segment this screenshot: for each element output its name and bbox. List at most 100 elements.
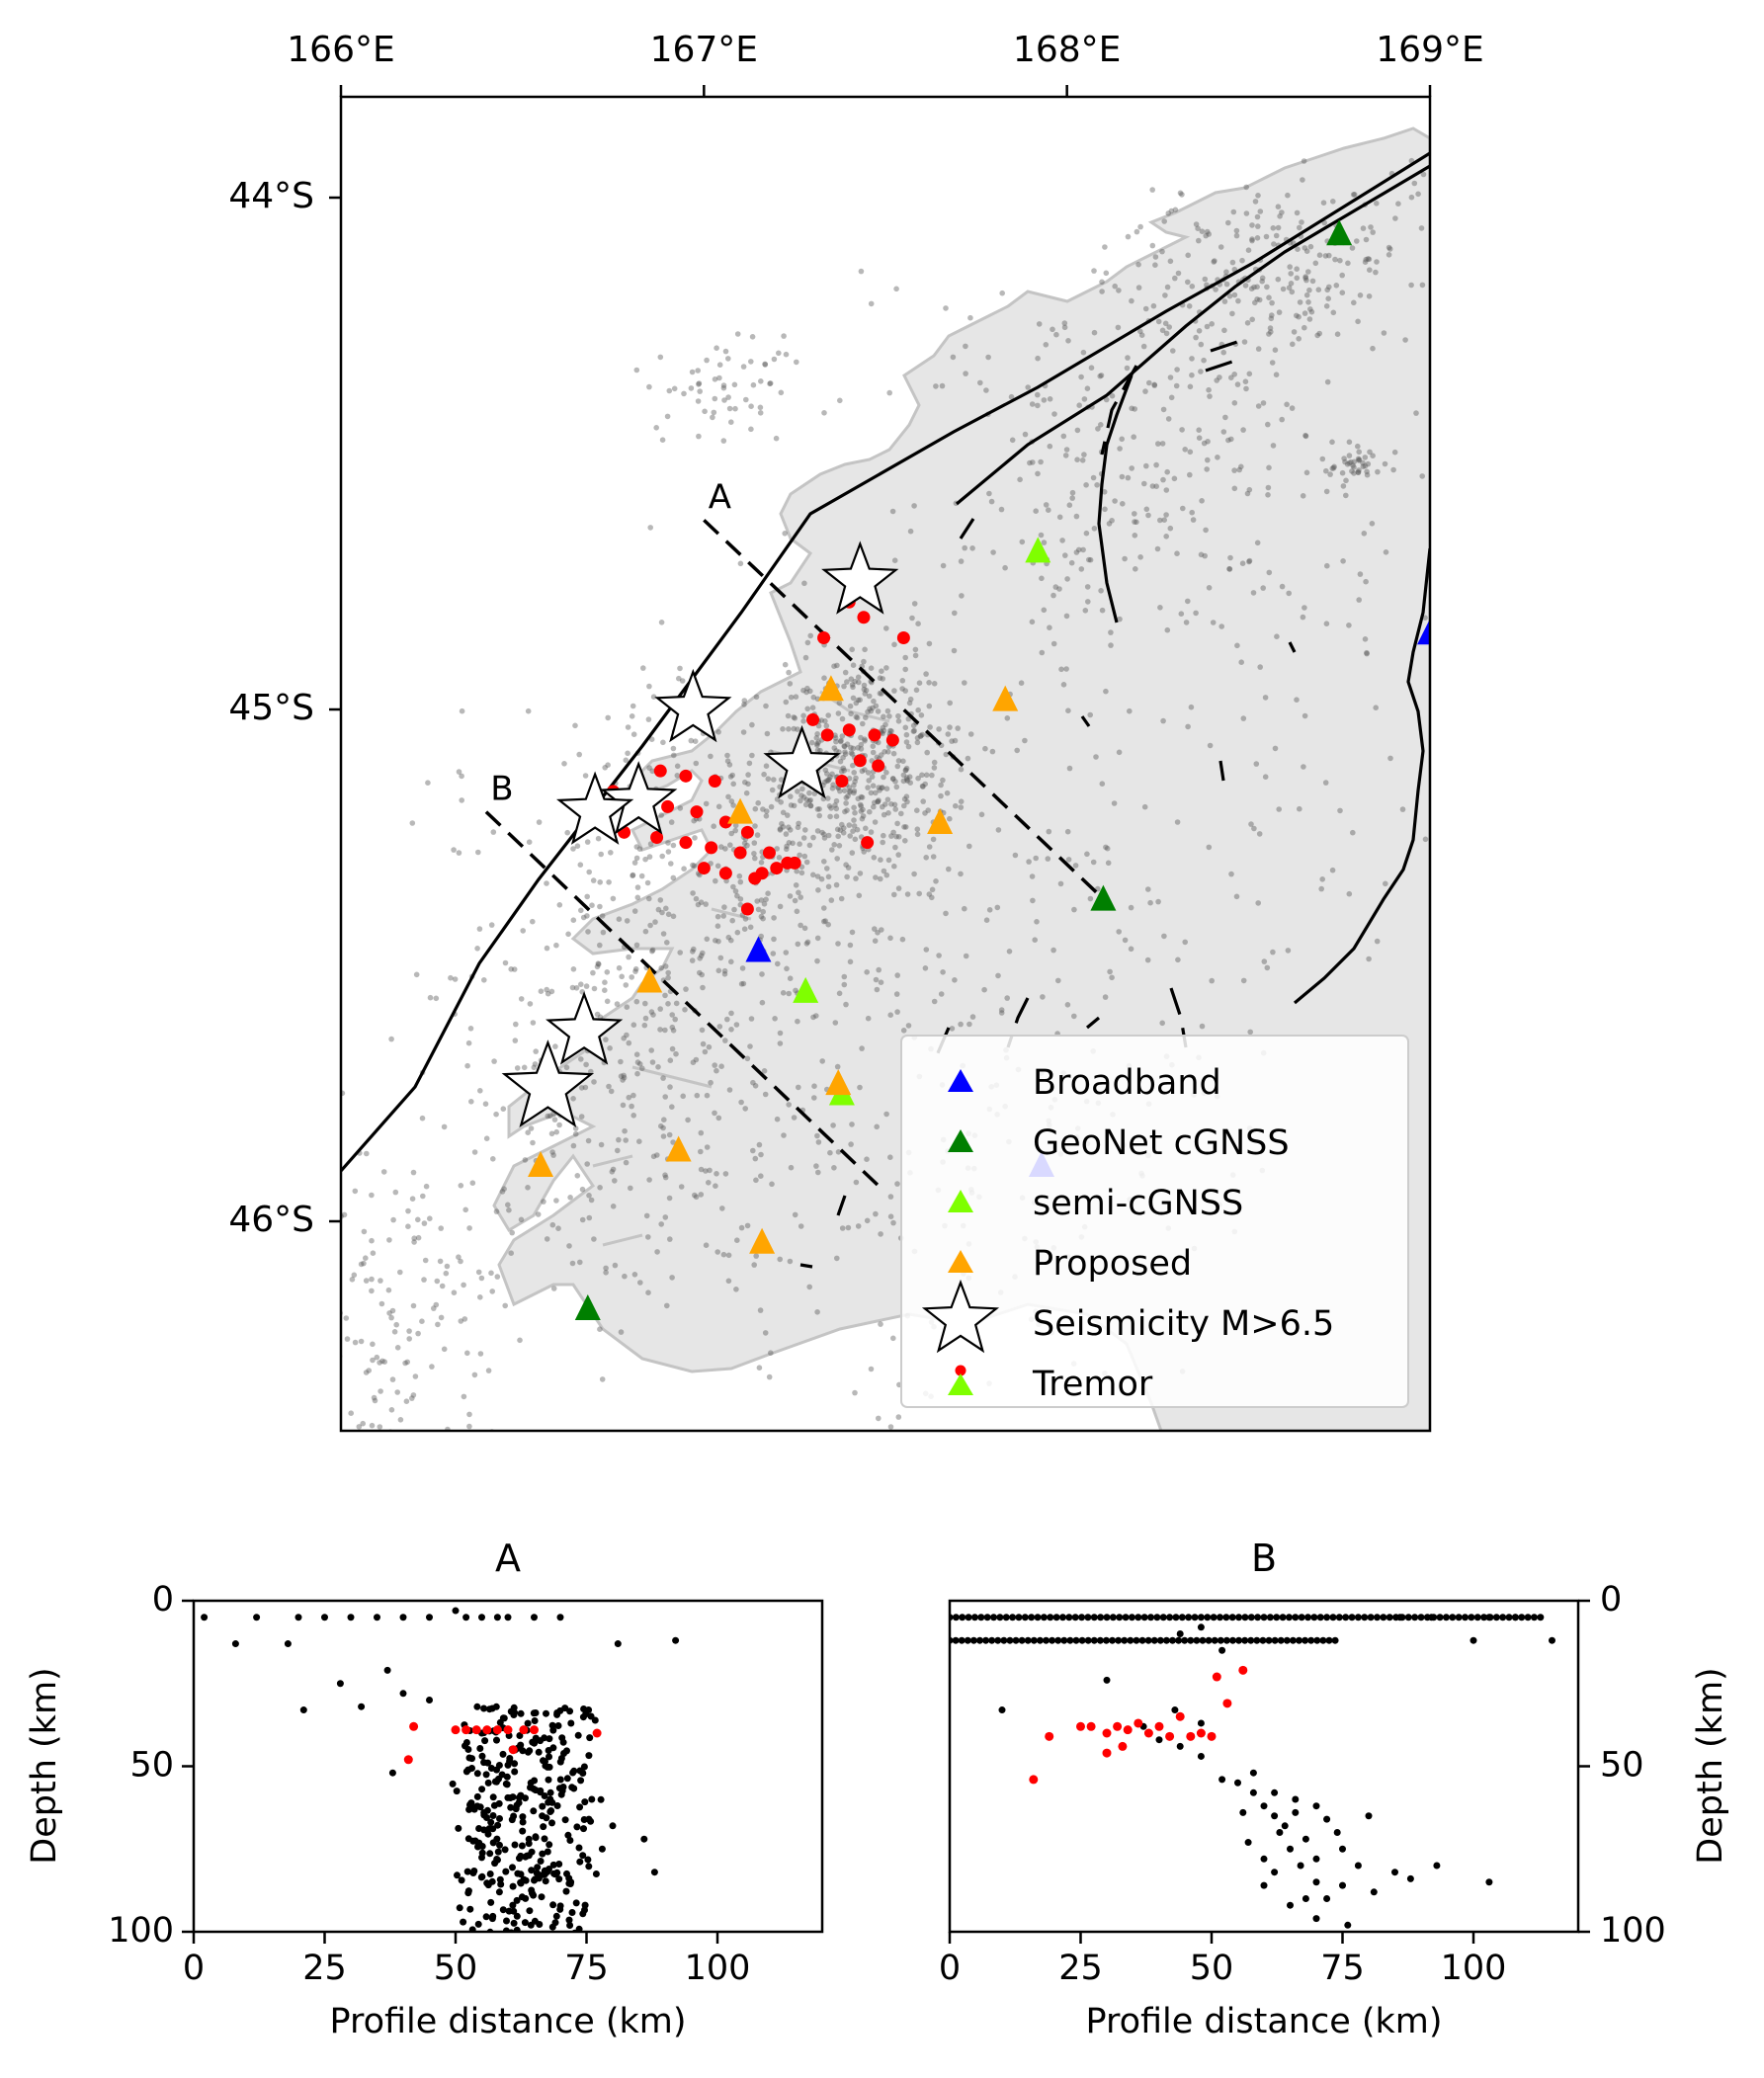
seismicity-dot bbox=[618, 1329, 625, 1335]
seismicity-dot bbox=[1159, 1020, 1165, 1027]
seismicity-dot bbox=[1228, 374, 1234, 381]
seismicity-dot bbox=[545, 1113, 551, 1120]
seismicity-dot bbox=[669, 1024, 676, 1031]
legend-label-seismicity: Seismicity M>6.5 bbox=[1033, 1304, 1334, 1344]
seismicity-dot bbox=[969, 1014, 976, 1020]
seismicity-dot bbox=[830, 782, 836, 788]
hypocenter-dot bbox=[1370, 1888, 1378, 1896]
seismicity-dot bbox=[763, 763, 770, 769]
seismicity-dot bbox=[489, 1288, 496, 1294]
seismicity-dot bbox=[518, 996, 525, 1002]
seismicity-dot bbox=[858, 793, 865, 800]
seismicity-dot bbox=[351, 1272, 358, 1279]
tremor-dot bbox=[661, 799, 675, 813]
seismicity-dot bbox=[840, 754, 846, 761]
hypocenter-dot bbox=[1228, 1636, 1236, 1644]
seismicity-dot bbox=[630, 1022, 637, 1028]
tremor-dot bbox=[853, 754, 867, 768]
seismicity-dot bbox=[834, 826, 841, 833]
hypocenter-dot bbox=[509, 1793, 517, 1801]
seismicity-dot bbox=[1201, 440, 1208, 447]
seismicity-dot bbox=[1195, 225, 1201, 231]
seismicity-dot bbox=[1344, 461, 1351, 467]
seismicity-dot bbox=[674, 763, 681, 770]
seismicity-dot bbox=[517, 1337, 523, 1344]
seismicity-dot bbox=[363, 1255, 369, 1261]
seismicity-dot bbox=[650, 1012, 656, 1018]
seismicity-dot bbox=[1081, 396, 1088, 402]
seismicity-dot bbox=[1104, 845, 1111, 852]
seismicity-dot bbox=[459, 707, 465, 714]
seismicity-dot bbox=[1263, 233, 1270, 240]
hypocenter-dot bbox=[1428, 1614, 1436, 1621]
seismicity-dot bbox=[1250, 590, 1257, 596]
seismicity-dot bbox=[1243, 210, 1250, 216]
seismicity-dot bbox=[855, 745, 861, 751]
seismicity-dot bbox=[1069, 489, 1076, 496]
hypocenter-dot bbox=[1036, 1636, 1044, 1644]
seismicity-dot bbox=[629, 974, 634, 980]
seismicity-dot bbox=[881, 832, 886, 839]
seismicity-dot bbox=[1027, 459, 1033, 466]
seismicity-dot bbox=[1343, 492, 1349, 499]
seismicity-dot bbox=[1213, 287, 1218, 292]
seismicity-dot bbox=[730, 883, 736, 890]
hypocenter-dot bbox=[466, 1905, 474, 1913]
seismicity-dot bbox=[658, 964, 664, 971]
seismicity-dot bbox=[1259, 275, 1266, 282]
seismicity-dot bbox=[1351, 470, 1357, 476]
seismicity-dot bbox=[1132, 533, 1138, 539]
hypocenter-dot bbox=[1313, 1636, 1321, 1644]
seismicity-dot bbox=[224, 1375, 230, 1381]
seismicity-dot bbox=[784, 846, 790, 853]
seismicity-dot bbox=[929, 772, 935, 779]
seismicity-dot bbox=[850, 828, 856, 834]
seismicity-dot bbox=[389, 1544, 395, 1550]
seismicity-dot bbox=[574, 843, 581, 849]
seismicity-dot bbox=[1163, 487, 1170, 493]
seismicity-dot bbox=[1272, 745, 1279, 752]
seismicity-dot bbox=[530, 1139, 536, 1146]
hypocenter-dot bbox=[1296, 1636, 1303, 1644]
seismicity-dot bbox=[1018, 680, 1025, 686]
seismicity-dot bbox=[874, 986, 881, 993]
seismicity-dot bbox=[410, 1302, 417, 1309]
seismicity-dot bbox=[662, 1174, 669, 1181]
seismicity-dot bbox=[899, 686, 905, 692]
seismicity-dot bbox=[1264, 964, 1271, 971]
seismicity-dot bbox=[881, 713, 886, 720]
seismicity-dot bbox=[1117, 616, 1123, 623]
seismicity-dot bbox=[1395, 201, 1401, 207]
seismicity-dot bbox=[464, 1350, 470, 1357]
seismicity-dot bbox=[1187, 449, 1194, 456]
seismicity-dot bbox=[816, 806, 822, 812]
seismicity-dot bbox=[1294, 697, 1300, 703]
seismicity-dot bbox=[669, 1045, 676, 1052]
seismicity-dot bbox=[1146, 379, 1152, 386]
seismicity-dot bbox=[720, 1251, 727, 1258]
hypocenter-dot bbox=[650, 1869, 658, 1876]
seismicity-dot bbox=[923, 855, 929, 861]
seismicity-dot bbox=[1351, 192, 1358, 198]
hypocenter-dot bbox=[1205, 1636, 1213, 1644]
tremor-dot bbox=[896, 630, 910, 644]
seismicity-dot bbox=[895, 758, 902, 764]
seismicity-dot bbox=[843, 862, 849, 868]
hypocenter-dot bbox=[549, 1861, 557, 1869]
seismicity-dot bbox=[745, 781, 751, 788]
seismicity-dot bbox=[763, 896, 769, 903]
seismicity-dot bbox=[792, 897, 798, 904]
seismicity-dot bbox=[476, 1535, 482, 1540]
seismicity-dot bbox=[1330, 199, 1336, 205]
seismicity-dot bbox=[1301, 764, 1306, 770]
seismicity-dot bbox=[540, 1432, 546, 1438]
seismicity-dot bbox=[900, 758, 906, 765]
seismicity-dot bbox=[866, 778, 872, 784]
hypocenter-dot bbox=[1084, 1636, 1092, 1644]
seismicity-dot bbox=[1030, 897, 1036, 904]
seismicity-dot bbox=[1350, 829, 1356, 836]
seismicity-dot bbox=[1355, 318, 1361, 325]
seismicity-dot bbox=[833, 813, 840, 819]
seismicity-dot bbox=[943, 910, 949, 917]
seismicity-dot bbox=[741, 926, 748, 932]
